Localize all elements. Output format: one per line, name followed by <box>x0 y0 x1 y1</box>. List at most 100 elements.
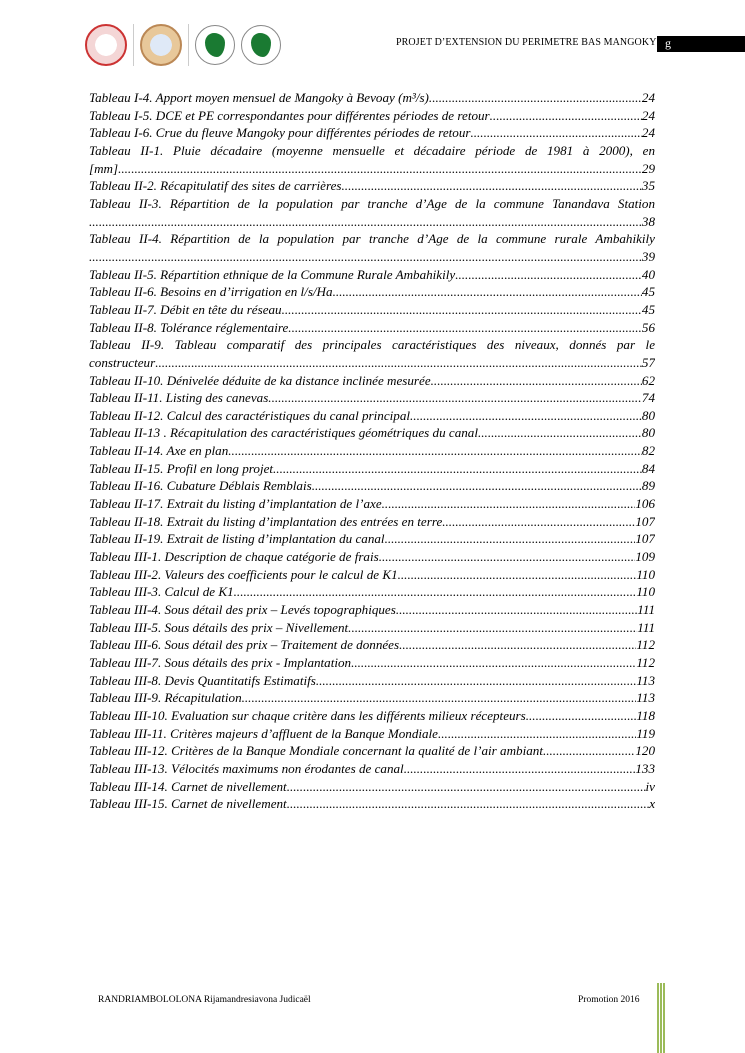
toc-entry-page: 112 <box>636 637 655 653</box>
toc-entry-title: Tableau III-6. Sous détail des prix – Tr… <box>89 637 400 653</box>
toc-entry[interactable]: Tableau II-1. Pluie décadaire (moyenne m… <box>89 142 655 177</box>
toc-entry-title: Tableau III-7. Sous détails des prix - I… <box>89 655 352 670</box>
toc-entry-title: Tableau III-9. Récapitulation <box>89 690 242 706</box>
dot-leader <box>242 689 637 707</box>
footer-promotion: Promotion 2016 <box>578 995 640 1005</box>
toc-entry-page: 112 <box>636 655 655 670</box>
dot-leader <box>287 778 646 796</box>
toc-entry[interactable]: Tableau III-8. Devis Quantitatifs Estima… <box>89 672 655 690</box>
dot-leader <box>379 548 636 566</box>
toc-entry-page: 119 <box>636 725 655 741</box>
toc-entry[interactable]: Tableau II-8. Tolérance réglementaire 56 <box>89 319 655 337</box>
toc-entry[interactable]: Tableau III-11. Critères majeurs d’afflu… <box>89 725 655 743</box>
dot-leader <box>234 583 637 601</box>
toc-entry[interactable]: Tableau III-14. Carnet de nivellement iv <box>89 778 655 796</box>
toc-entry-page: 113 <box>636 672 655 688</box>
toc-entry[interactable]: Tableau II-12. Calcul des caractéristiqu… <box>89 407 655 425</box>
africa-fund-logo <box>241 25 281 65</box>
dot-leader <box>431 372 642 390</box>
toc-entry[interactable]: Tableau II-13 . Récapitulation des carac… <box>89 424 655 442</box>
toc-entry[interactable]: Tableau II-10. Dénivelée déduite de ka d… <box>89 372 655 390</box>
toc-entry-title: Tableau II-1. Pluie décadaire (moyenne m… <box>89 142 655 158</box>
header-title: PROJET D’EXTENSION DU PERIMETRE BAS MANG… <box>396 37 657 48</box>
dot-leader <box>438 725 636 743</box>
footer-divider-line <box>660 983 662 1053</box>
toc-entry[interactable]: Tableau III-7. Sous détails des prix - I… <box>89 654 655 672</box>
toc-entry[interactable]: Tableau II-3. Répartition de la populati… <box>89 195 655 230</box>
toc-entry[interactable]: Tableau III-5. Sous détails des prix – N… <box>89 619 655 637</box>
toc-entry[interactable]: Tableau III-12. Critères de la Banque Mo… <box>89 742 655 760</box>
toc-entry[interactable]: Tableau II-19. Extrait de listing d’impl… <box>89 530 655 548</box>
toc-entry[interactable]: Tableau I-6. Crue du fleuve Mangoky pour… <box>89 124 655 142</box>
toc-entry-title: Tableau II-12. Calcul des caractéristiqu… <box>89 407 411 423</box>
toc-entry[interactable]: Tableau III-4. Sous détail des prix – Le… <box>89 601 655 619</box>
toc-entry-page: 106 <box>635 496 655 512</box>
toc-entry-page: 24 <box>641 125 655 141</box>
toc-entry-page: 107 <box>635 531 655 547</box>
toc-entry-page: x <box>649 796 655 812</box>
dot-leader <box>399 636 636 654</box>
dot-leader <box>398 566 637 584</box>
toc-entry[interactable]: Tableau II-7. Débit en tête du réseau 45 <box>89 301 655 319</box>
toc-entry-page: 118 <box>636 707 655 723</box>
toc-entry-page: 107 <box>635 513 655 529</box>
toc-entry-title: Tableau II-2. Récapitulatif des sites de… <box>89 178 342 194</box>
toc-entry-page: 109 <box>635 549 655 565</box>
toc-entry[interactable]: Tableau III-3. Calcul de K1 110 <box>89 583 655 601</box>
toc-entry-title: Tableau II-17. Extrait du listing d’impl… <box>89 496 382 512</box>
dot-leader <box>287 795 649 813</box>
dot-leader <box>348 619 637 637</box>
university-logo <box>85 24 127 66</box>
toc-entry-title: Tableau III-4. Sous détail des prix – Le… <box>89 602 396 618</box>
toc-entry-title: Tableau II-16. Cubature Déblais Remblais <box>89 478 312 494</box>
toc-entry[interactable]: Tableau III-15. Carnet de nivellement x <box>89 795 655 813</box>
toc-entry[interactable]: Tableau II-2. Récapitulatif des sites de… <box>89 177 655 195</box>
toc-entry-page: 82 <box>641 443 655 459</box>
toc-entry[interactable]: Tableau II-11. Listing des canevas 74 <box>89 389 655 407</box>
toc-entry[interactable]: Tableau II-6. Besoins en d’irrigation en… <box>89 283 655 301</box>
dot-leader <box>543 742 635 760</box>
toc-entry[interactable]: Tableau II-14. Axe en plan 82 <box>89 442 655 460</box>
toc-entry-page: 29 <box>641 160 655 176</box>
toc-entry-page: 38 <box>641 213 655 229</box>
toc-entry-page: 120 <box>635 743 655 759</box>
header-page-box: g <box>657 36 745 52</box>
toc-entry[interactable]: Tableau I-4. Apport moyen mensuel de Man… <box>89 89 655 107</box>
dot-leader <box>89 213 642 231</box>
dot-leader <box>396 601 637 619</box>
toc-entry[interactable]: Tableau III-9. Récapitulation 113 <box>89 689 655 707</box>
dot-leader <box>273 460 642 478</box>
toc-entry-page: 39 <box>641 248 655 264</box>
dot-leader <box>526 707 637 725</box>
toc-entry[interactable]: Tableau II-18. Extrait du listing d’impl… <box>89 513 655 531</box>
toc-entry[interactable]: Tableau II-17. Extrait du listing d’impl… <box>89 495 655 513</box>
toc-entry[interactable]: Tableau II-4. Répartition de la populati… <box>89 230 655 265</box>
toc-entry-page: 110 <box>636 566 655 582</box>
logo-divider <box>133 24 134 66</box>
toc-entry[interactable]: Tableau I-5. DCE et PE correspondantes p… <box>89 107 655 125</box>
toc-entry-title: Tableau II-11. Listing des canevas <box>89 390 269 406</box>
toc-entry[interactable]: Tableau III-13. Vélocités maximums non é… <box>89 760 655 778</box>
toc-entry[interactable]: Tableau III-6. Sous détail des prix – Tr… <box>89 636 655 654</box>
dot-leader <box>385 530 636 548</box>
toc-entry-page: 80 <box>641 407 655 423</box>
dot-leader <box>382 495 636 513</box>
toc-entry[interactable]: Tableau II-5. Répartition ethnique de la… <box>89 266 655 284</box>
toc-entry[interactable]: Tableau II-9. Tableau comparatif des pri… <box>89 336 655 371</box>
toc-entry-page: 40 <box>641 266 655 282</box>
toc-entry[interactable]: Tableau II-15. Profil en long projet 84 <box>89 460 655 478</box>
toc-entry-page: 89 <box>641 478 655 494</box>
toc-entry-page: 56 <box>641 319 655 335</box>
dot-leader <box>282 301 642 319</box>
toc-entry-title-cont: [mm] <box>89 160 119 176</box>
toc-entry[interactable]: Tableau III-1. Description de chaque cat… <box>89 548 655 566</box>
toc-entry[interactable]: Tableau III-2. Valeurs des coefficients … <box>89 566 655 584</box>
dot-leader <box>410 407 642 425</box>
dot-leader <box>312 477 642 495</box>
toc-entry-title: Tableau II-15. Profil en long projet <box>89 460 274 476</box>
toc-entry-page: 111 <box>637 602 655 618</box>
toc-entry[interactable]: Tableau II-16. Cubature Déblais Remblais… <box>89 477 655 495</box>
dot-leader <box>288 319 642 337</box>
toc-entry[interactable]: Tableau III-10. Evaluation sur chaque cr… <box>89 707 655 725</box>
toc-entry-title: Tableau II-3. Répartition de la populati… <box>89 195 655 211</box>
